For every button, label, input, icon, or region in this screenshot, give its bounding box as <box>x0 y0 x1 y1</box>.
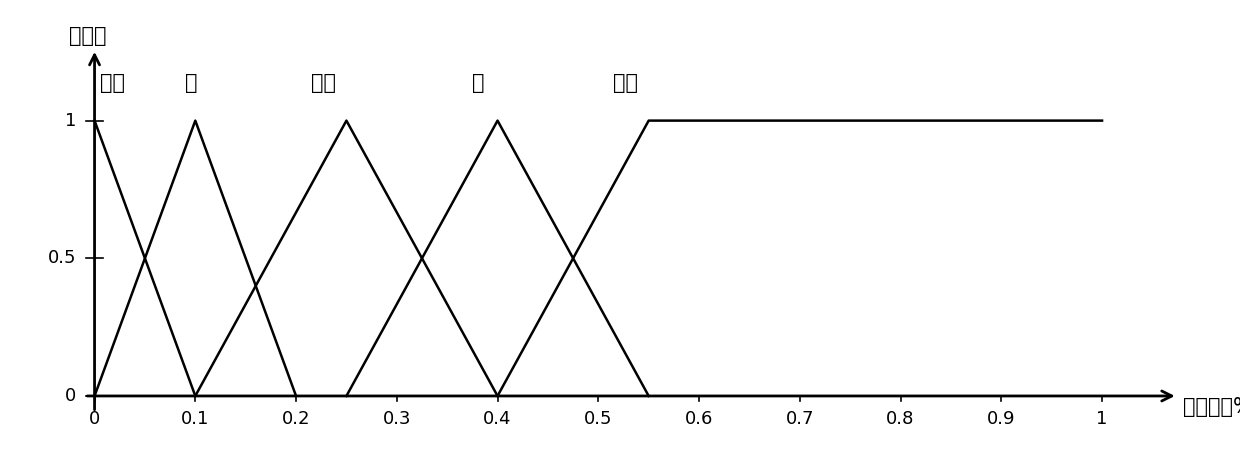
Text: 隶属度: 隶属度 <box>69 26 107 46</box>
Text: 1: 1 <box>1096 410 1107 428</box>
Text: 0.8: 0.8 <box>887 410 915 428</box>
Text: 0.2: 0.2 <box>281 410 310 428</box>
Text: 正常: 正常 <box>311 73 336 93</box>
Text: 很多: 很多 <box>614 73 639 93</box>
Text: 0.3: 0.3 <box>383 410 410 428</box>
Text: 0.5: 0.5 <box>584 410 613 428</box>
Text: 少: 少 <box>185 73 197 93</box>
Text: 多: 多 <box>472 73 485 93</box>
Text: 短路率（%）: 短路率（%） <box>1183 397 1240 417</box>
Text: 0.5: 0.5 <box>48 249 77 267</box>
Text: 1: 1 <box>64 112 77 130</box>
Text: 0.4: 0.4 <box>484 410 512 428</box>
Text: 0.1: 0.1 <box>181 410 210 428</box>
Text: 很少: 很少 <box>99 73 124 93</box>
Text: 0: 0 <box>89 410 100 428</box>
Text: 0.9: 0.9 <box>987 410 1016 428</box>
Text: 0: 0 <box>66 387 77 405</box>
Text: 0.6: 0.6 <box>684 410 713 428</box>
Text: 0.7: 0.7 <box>786 410 813 428</box>
